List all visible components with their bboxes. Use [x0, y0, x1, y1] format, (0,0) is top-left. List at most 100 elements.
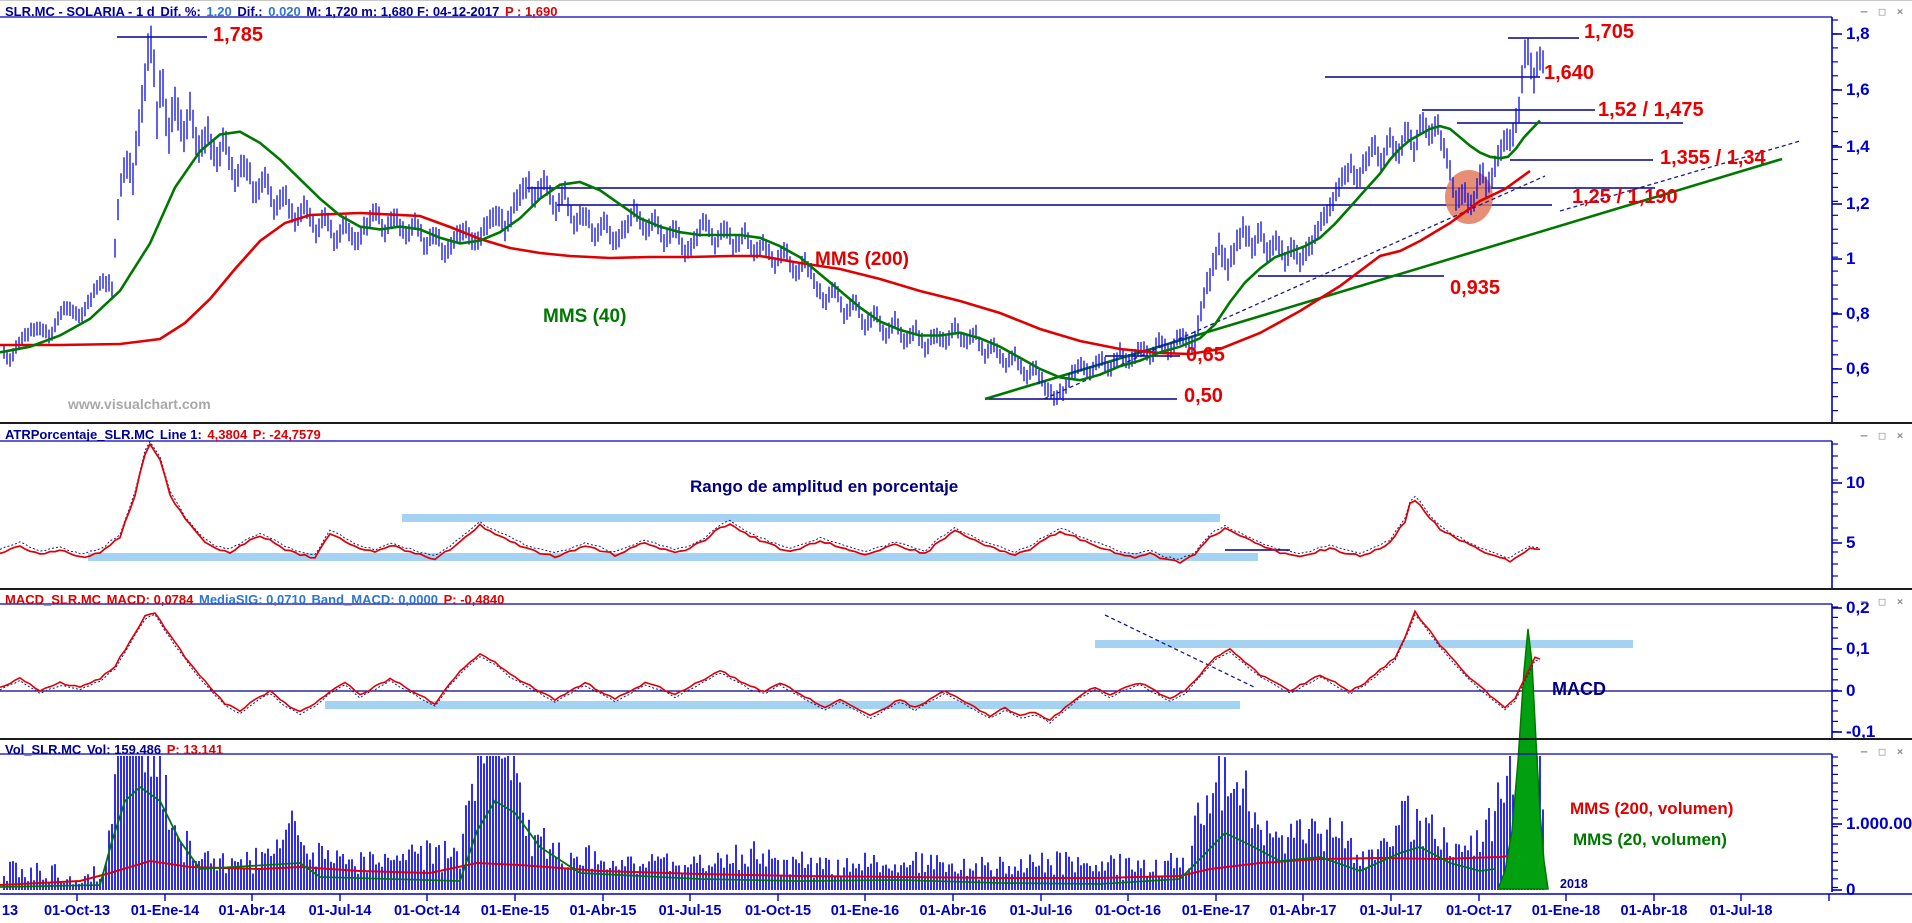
macd-scale-tick-label: -0,1: [1846, 722, 1876, 741]
macd-signal-dashed-line: [0, 613, 1541, 724]
time-label-01-Abr-18: 01-Abr-18: [1620, 903, 1688, 919]
volume-plot-area[interactable]: [0, 754, 1832, 893]
volume-panel-close-button[interactable]: ×: [1896, 745, 1904, 758]
macd-panel-minimize-button[interactable]: —: [1860, 595, 1868, 608]
price-panel-maximize-button[interactable]: □: [1878, 5, 1886, 18]
legend-vol-mms200: MMS (200, volumen): [1570, 799, 1734, 818]
watermark: www.visualchart.com: [68, 396, 211, 412]
header-segment-1: Line 1:: [159, 427, 206, 442]
atr-panel-header: ATRPorcentaje_SLR.MC Line 1: 4,3804 P: -…: [5, 427, 323, 442]
volume-panel-maximize-button[interactable]: □: [1878, 745, 1886, 758]
volume-panel-minimize-button[interactable]: —: [1860, 745, 1868, 758]
atr-panel-close-button[interactable]: ×: [1896, 429, 1904, 442]
price-scale-tick-label: 1: [1846, 249, 1856, 268]
time-label-01-Ene-18: 01-Ene-18: [1531, 903, 1601, 919]
macd-scale-tick-label: 0,1: [1846, 639, 1870, 658]
header-segment-4: P: -0,4840: [443, 592, 505, 607]
header-segment-3: Dif.:: [233, 4, 267, 19]
header-segment-6: P : 1,690: [504, 4, 558, 19]
instrument-title-bar: SLR.MC - SOLARIA - 1 d Dif. %: 1,20 Dif.…: [5, 4, 559, 19]
macd-scale-tick-label: 0,2: [1846, 598, 1870, 617]
time-label-01-Jul-17: 01-Jul-17: [1359, 903, 1423, 919]
price-mms200-line: [0, 169, 1531, 356]
time-label-01-Jul-18: 01-Jul-18: [1709, 903, 1773, 919]
volume-mms20-spike: [1496, 628, 1549, 890]
time-label-01-Jul-15: 01-Jul-15: [658, 903, 722, 919]
macd-panel-header: MACD_SLR.MC MACD: 0,0784 MediaSIG: 0,071…: [5, 592, 506, 607]
header-segment-4: 0,020: [268, 4, 301, 19]
green-trendline: [984, 157, 1783, 401]
header-segment-2: MediaSIG: 0,0710: [198, 592, 310, 607]
header-segment-0: ATRPorcentaje_SLR.MC: [5, 427, 158, 442]
header-segment-5: M: 1,720 m: 1,680 F: 04-12-2017: [302, 4, 503, 19]
price-scale-tick-label: 1,8: [1846, 24, 1870, 43]
price-plot-area[interactable]: [0, 17, 1832, 423]
atr-panel-minimize-button[interactable]: —: [1860, 429, 1868, 442]
level-1640: 1,640: [1544, 62, 1595, 84]
level-125-1190: 1,25 / 1,190: [1572, 186, 1678, 208]
volume-mms200-line: [0, 853, 1530, 886]
time-label-01-Oct-14: 01-Oct-14: [393, 903, 461, 919]
price-scale-tick-label: 1,6: [1846, 80, 1870, 99]
level-1355-134: 1,355 / 1,34: [1660, 147, 1766, 169]
time-label-01-Ene-16: 01-Ene-16: [830, 903, 900, 919]
macd-plot-area[interactable]: [0, 604, 1832, 739]
legend-vol-mms20: MMS (20, volumen): [1573, 830, 1727, 849]
volume-scale-tick-label: 1.000.00: [1846, 814, 1912, 833]
time-label-01-Oct-17: 01-Oct-17: [1445, 903, 1513, 919]
time-label-01-Abr-14: 01-Abr-14: [218, 903, 286, 919]
year-2018: 2018: [1560, 877, 1588, 891]
time-label-clipped: 13: [1, 903, 19, 919]
macd-panel-close-button[interactable]: ×: [1896, 595, 1904, 608]
level-1705: 1,705: [1584, 21, 1635, 43]
volume-panel-header: Vol_SLR.MC Vol: 159.486 P: 13.141: [5, 742, 225, 757]
header-segment-2: 1,20: [206, 4, 232, 19]
macd-line: [0, 609, 1541, 722]
time-label-01-Jul-14: 01-Jul-14: [308, 903, 372, 919]
level-152-1475: 1,52 / 1,475: [1598, 99, 1704, 121]
time-label-01-Jul-16: 01-Jul-16: [1009, 903, 1073, 919]
time-label-01-Ene-14: 01-Ene-14: [130, 903, 200, 919]
header-segment-3: Band_MACD: 0,0000: [311, 592, 442, 607]
time-label-01-Oct-16: 01-Oct-16: [1094, 903, 1162, 919]
atr-panel-maximize-button[interactable]: □: [1878, 429, 1886, 442]
time-label-01-Ene-15: 01-Ene-15: [480, 903, 550, 919]
time-label-01-Abr-16: 01-Abr-16: [919, 903, 987, 919]
macd-scale-tick-label: 0: [1846, 681, 1856, 700]
volume-mms20-line: [0, 785, 1496, 888]
volume-scale-tick-label: 0: [1846, 880, 1856, 899]
price-mms40-line: [0, 119, 1541, 382]
volume-panel-controls: — □ ×: [1858, 745, 1906, 758]
time-label-01-Ene-17: 01-Ene-17: [1181, 903, 1251, 919]
price-panel-minimize-button[interactable]: —: [1860, 5, 1868, 18]
legend-mms40: MMS (40): [543, 306, 627, 327]
price-scale-tick-label: 1,2: [1846, 194, 1870, 213]
atr-panel-controls: — □ ×: [1858, 429, 1906, 442]
header-segment-2: P: 13.141: [166, 742, 224, 757]
header-segment-0: Vol_SLR.MC: [5, 742, 85, 757]
header-segment-1: Vol: 159.486: [86, 742, 165, 757]
header-segment-2: 4,3804: [207, 427, 251, 442]
legend-macd: MACD: [1552, 679, 1606, 699]
price-scale-tick-label: 0,8: [1846, 304, 1870, 323]
atr-scale-tick-label: 10: [1846, 473, 1865, 492]
time-label-01-Oct-13: 01-Oct-13: [43, 903, 111, 919]
legend-mms200: MMS (200): [815, 249, 909, 270]
price-panel-controls: — □ ×: [1858, 5, 1906, 18]
header-segment-1: Dif. %:: [160, 4, 205, 19]
atr-plot-area[interactable]: [0, 441, 1832, 589]
price-panel-close-button[interactable]: ×: [1896, 5, 1904, 18]
level-065: 0,65: [1186, 344, 1225, 366]
level-1785: 1,785: [213, 24, 264, 46]
time-label-01-Abr-17: 01-Abr-17: [1269, 903, 1337, 919]
time-label-01-Abr-15: 01-Abr-15: [569, 903, 637, 919]
price-scale-tick-label: 0,6: [1846, 359, 1870, 378]
time-label-01-Oct-15: 01-Oct-15: [744, 903, 812, 919]
level-050: 0,50: [1184, 385, 1223, 407]
atr-signal-dashed-line: [0, 440, 1541, 560]
header-segment-0: SLR.MC - SOLARIA - 1 d: [5, 4, 159, 19]
atr-line: [0, 442, 1541, 564]
macd-panel-maximize-button[interactable]: □: [1878, 595, 1886, 608]
